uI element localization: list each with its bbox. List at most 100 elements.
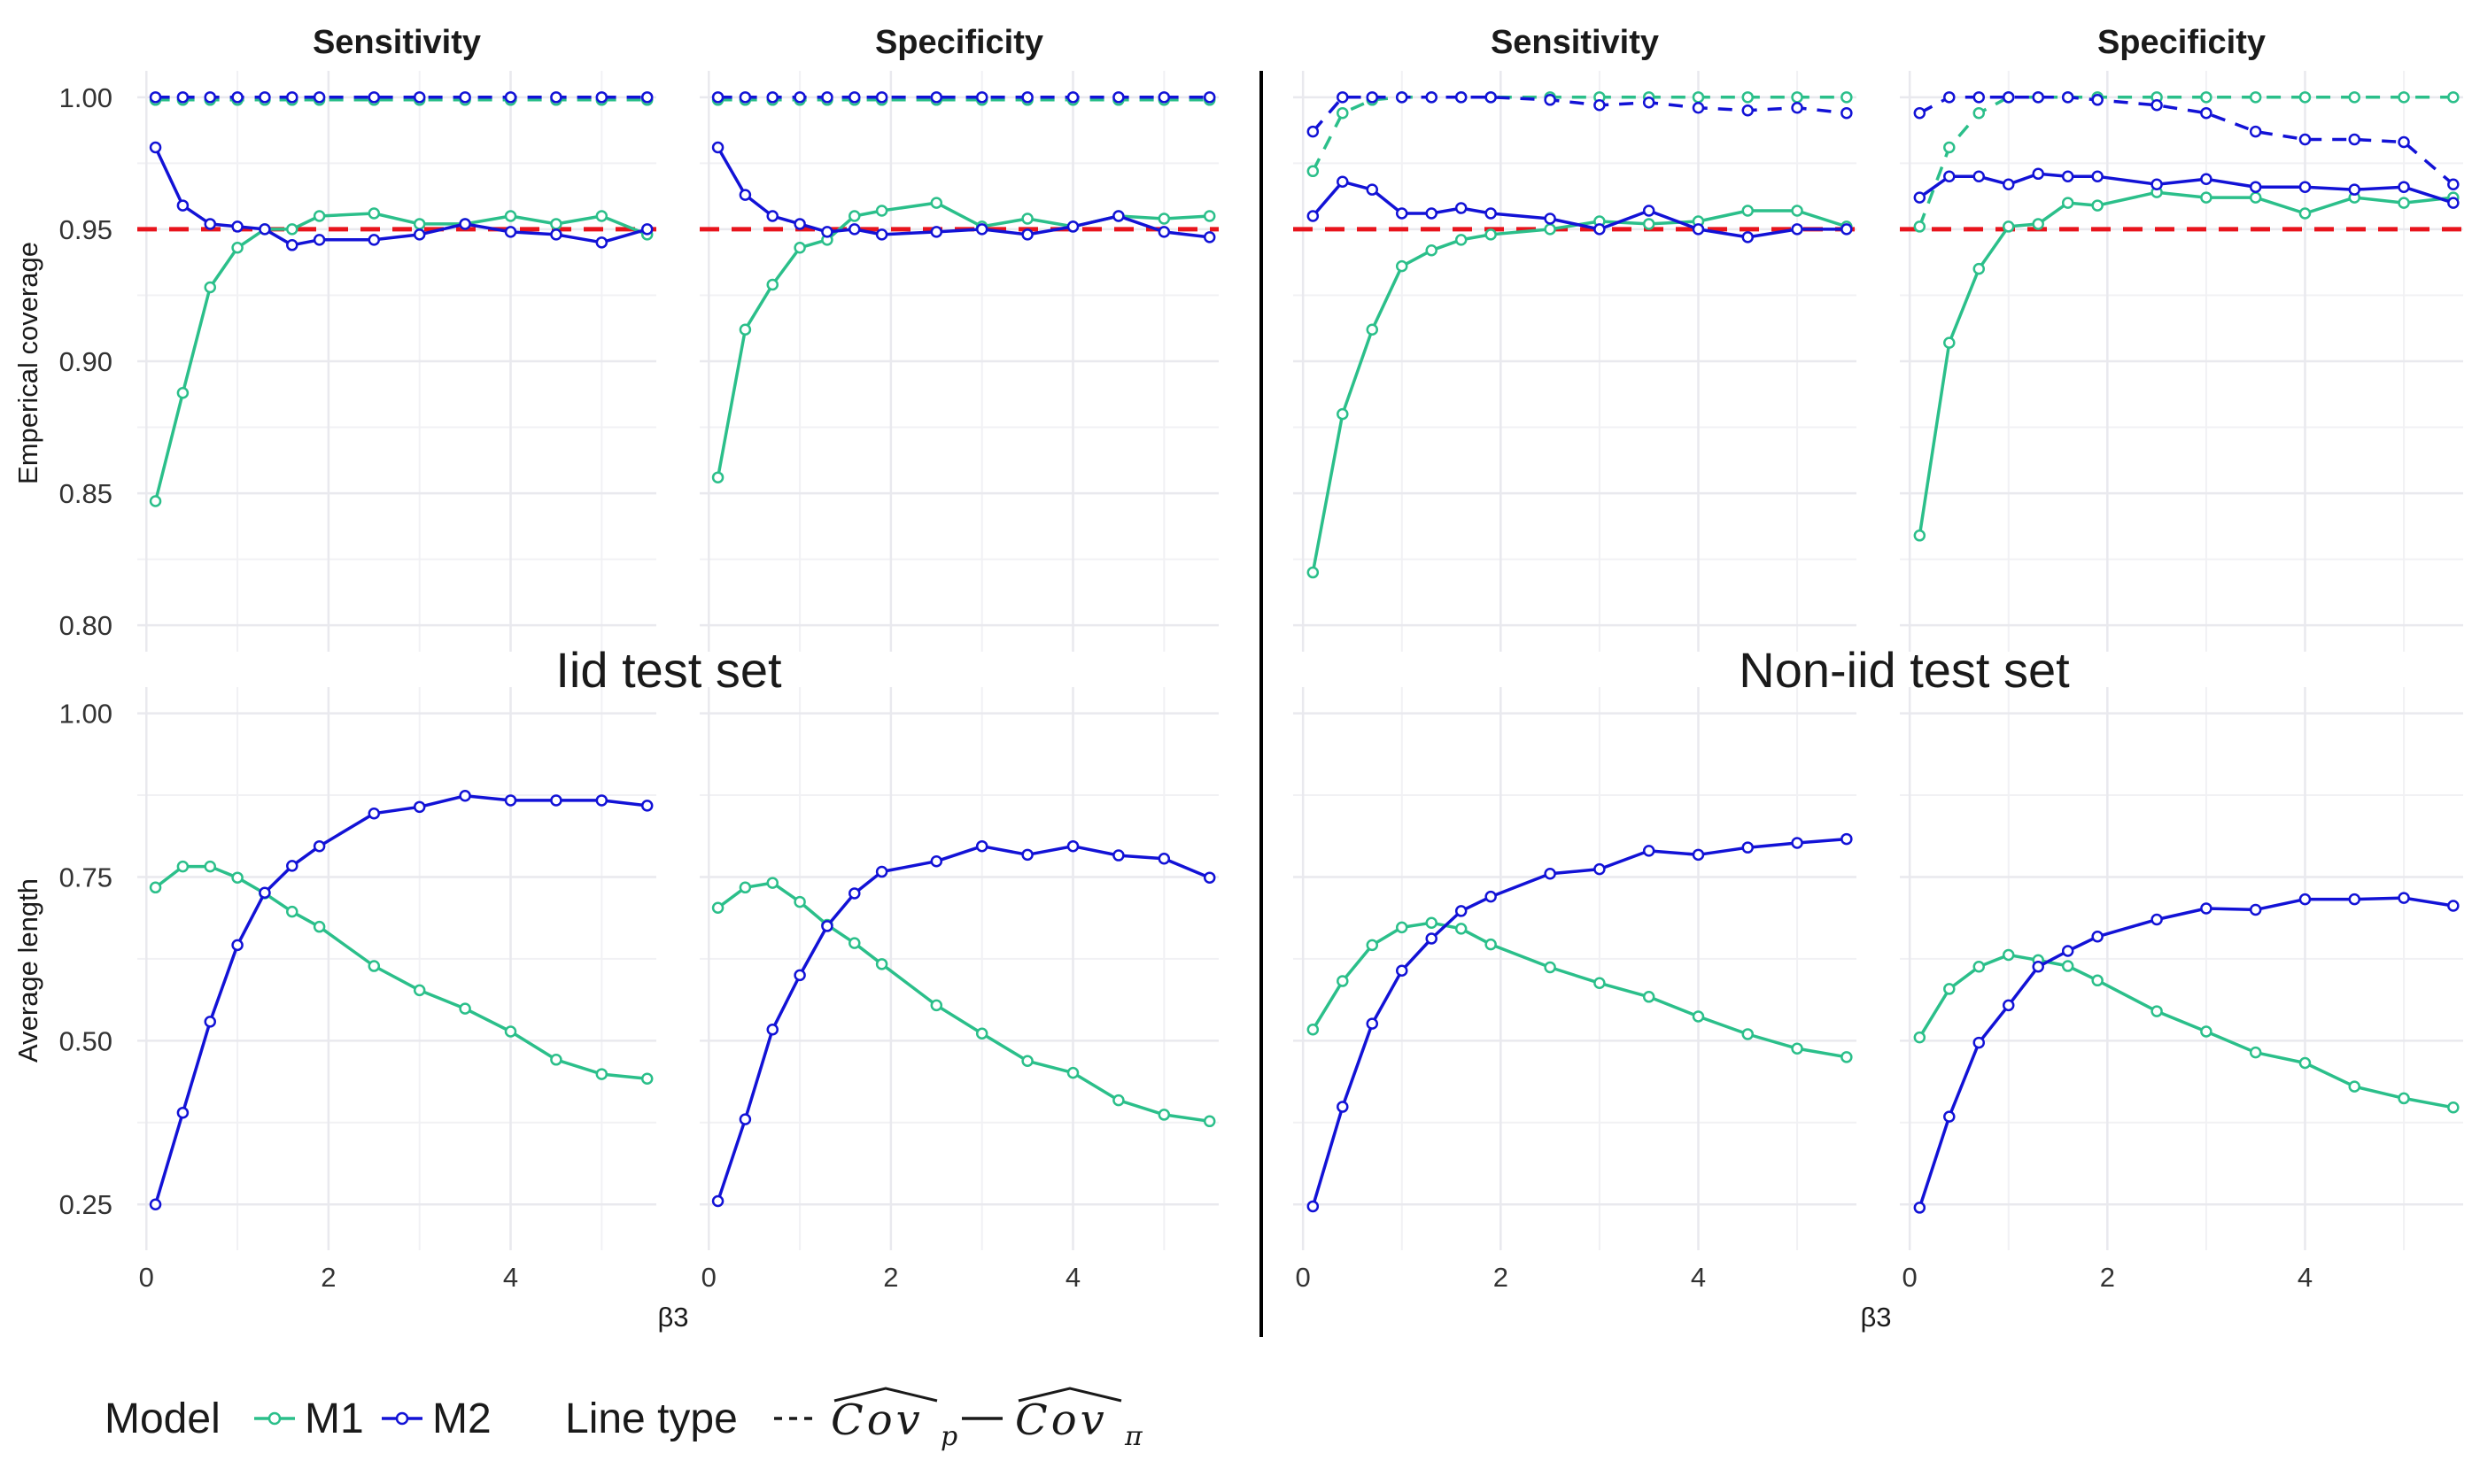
series-m1-solid-point — [2398, 1092, 2410, 1105]
series-m1-solid-point — [975, 1027, 988, 1040]
series-m2-dashed-point — [595, 91, 608, 104]
series-m1-solid-point — [766, 877, 779, 889]
series-m1-solid-line — [153, 212, 648, 502]
series-m2-dashed-point — [2061, 91, 2074, 104]
series-m2-solid-point — [766, 1024, 779, 1036]
series-m2-dashed-point — [286, 91, 298, 104]
series-m2-solid-point — [2032, 167, 2044, 181]
series-m2-solid-point — [459, 218, 471, 230]
series-m2-solid-point — [975, 839, 988, 853]
series-m1-solid-point — [504, 1025, 517, 1038]
series-m2-solid-point — [875, 865, 888, 878]
series-m2-solid-point — [2150, 178, 2163, 190]
series-m2-dashed-point — [1913, 106, 1926, 120]
panel-title: Specificity — [875, 24, 1043, 61]
legend-model-title: Model — [105, 1395, 221, 1442]
x-tick-label: 2 — [883, 1262, 898, 1293]
series-m2-solid-point — [2249, 181, 2262, 193]
series-m1-solid-line — [1311, 209, 1848, 573]
legend-key-m2 — [382, 1411, 422, 1426]
series-m2-dashed-point — [2249, 125, 2262, 138]
series-m2-solid-point — [2348, 893, 2361, 906]
series-m1-solid-point — [286, 905, 298, 918]
series-m2-dashed-point — [821, 91, 833, 104]
series-m1-solid-point — [1741, 205, 1755, 217]
series-m1-dashed-point — [2298, 91, 2312, 104]
series-m2-dashed-point — [1943, 91, 1956, 104]
series-m2-dashed-point — [1306, 125, 1320, 138]
series-m2-solid-point — [2200, 902, 2212, 915]
series-m2-dashed-point — [794, 91, 806, 104]
series-m2-solid-point — [176, 199, 190, 212]
series-m2-dashed-point — [1840, 106, 1853, 120]
series-m2-solid-point — [1840, 832, 1853, 846]
series-m2-solid-point — [1306, 210, 1320, 222]
y-axis-label-coverage: Emperical coverage — [12, 242, 43, 484]
series-m2-solid-point — [1158, 226, 1171, 238]
series-m2-dashed-point — [2002, 91, 2015, 104]
series-m1-solid-point — [1454, 234, 1468, 246]
series-m2-solid-point — [2398, 892, 2410, 904]
series-m2-solid-line — [1918, 896, 2454, 1209]
series-m2-solid-point — [1741, 231, 1755, 243]
series-m2-solid-point — [204, 1016, 216, 1028]
series-m2-solid-point — [640, 800, 654, 812]
series-m1-solid-point — [1425, 244, 1437, 257]
series-m1-solid-point — [1425, 916, 1437, 929]
series-m1-solid-point — [930, 999, 943, 1012]
panel-iid-test-set-emperical-coverage-sensitivity: Sensitivity 0.80 0.85 0.90 0.95 1.00 — [59, 24, 656, 652]
y-tick-label: 0.80 — [59, 610, 112, 641]
series-m1-solid-point — [595, 210, 608, 222]
series-m1-solid-line — [1918, 953, 2454, 1109]
series-m2-solid-point — [1913, 1202, 1926, 1214]
y-tick-label: 0.90 — [59, 346, 112, 377]
series-m1-solid-point — [1066, 1066, 1080, 1079]
series-m1-solid-point — [149, 495, 162, 507]
legend-label-cov-p: Cov p — [831, 1395, 961, 1452]
series-m2-solid-point — [286, 860, 298, 872]
series-m2-solid-point — [1943, 170, 1956, 183]
series-m1-solid-point — [1337, 975, 1349, 987]
series-m2-dashed-point — [1484, 91, 1497, 104]
series-m2-solid-point — [849, 223, 861, 236]
panel-title: Specificity — [2097, 24, 2266, 61]
series-m2-solid-point — [975, 223, 988, 236]
panel-non-iid-test-set-average-length-sensitivity: 0 2 4 — [1293, 687, 1856, 1293]
panel-title: Sensitivity — [1491, 24, 1659, 61]
legend: Model M1 M2 Line type Cov p Cov π — [105, 1387, 1143, 1452]
series-m2-solid-point — [1021, 848, 1034, 862]
series-m1-dashed-point — [1741, 91, 1755, 104]
series-m1-solid-point — [1454, 923, 1468, 935]
series-m2-solid-point — [2061, 945, 2074, 957]
legend-hat-dashed — [833, 1387, 938, 1403]
series-m2-solid-point — [1791, 837, 1803, 849]
series-m2-dashed-point — [459, 91, 471, 104]
series-m2-solid-point — [595, 794, 608, 807]
series-m1-solid-point — [875, 958, 888, 970]
series-m2-solid-point — [1112, 210, 1125, 222]
panel-iid-test-set-average-length-specificity: 0 2 4 — [700, 687, 1219, 1293]
series-m2-solid-point — [1454, 905, 1468, 917]
series-m2-solid-point — [1066, 839, 1080, 853]
series-m2-solid-point — [1366, 183, 1379, 196]
series-m1-dashed-point — [1943, 141, 1956, 154]
series-m2-dashed-point — [176, 91, 190, 104]
series-m2-solid-point — [313, 839, 326, 853]
series-m2-solid-point — [286, 239, 298, 251]
y-tick-label: 1.00 — [59, 699, 112, 730]
series-m2-solid-point — [1066, 220, 1080, 233]
series-m2-solid-point — [930, 226, 943, 238]
series-m2-solid-point — [640, 223, 654, 236]
series-m1-dashed-point — [2200, 91, 2212, 104]
series-m2-dashed-point — [504, 91, 517, 104]
series-m1-solid-point — [2091, 974, 2104, 987]
series-m1-solid-point — [1593, 977, 1606, 990]
series-m2-solid-point — [1972, 170, 1986, 183]
series-m2-solid-point — [2061, 170, 2074, 183]
series-m2-solid-point — [1203, 871, 1216, 884]
series-m1-solid-point — [1544, 223, 1556, 236]
series-m2-solid-point — [368, 807, 381, 820]
series-m1-solid-point — [1840, 1051, 1853, 1063]
series-m1-solid-point — [849, 937, 861, 949]
series-m2-solid-point — [459, 790, 471, 802]
